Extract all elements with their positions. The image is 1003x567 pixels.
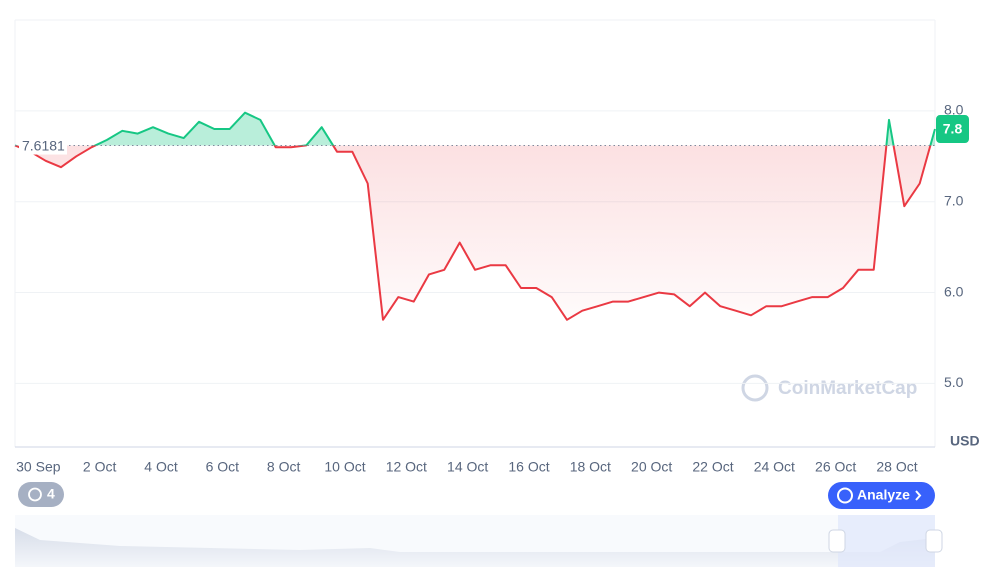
x-tick-label: 22 Oct xyxy=(692,459,733,475)
x-tick-label: 16 Oct xyxy=(508,459,549,475)
last-price-label: 7.8 xyxy=(943,121,963,137)
navigator-window[interactable] xyxy=(838,515,935,567)
x-tick-label: 14 Oct xyxy=(447,459,488,475)
baseline-label: 7.6181 xyxy=(22,137,65,153)
navigator-area xyxy=(15,528,935,567)
navigator-handle[interactable] xyxy=(925,529,943,553)
x-tick-label: 2 Oct xyxy=(83,459,117,475)
y-tick-label: 8.0 xyxy=(944,102,964,118)
history-count: 4 xyxy=(47,486,55,502)
y-tick-label: 7.0 xyxy=(944,192,964,208)
x-tick-label: 26 Oct xyxy=(815,459,856,475)
history-icon xyxy=(28,487,42,502)
analyze-label: Analyze xyxy=(857,487,910,503)
analyze-button[interactable] xyxy=(828,482,935,509)
baseline-label-bg xyxy=(19,136,67,155)
price-chart xyxy=(14,111,936,321)
y-tick-label: 5.0 xyxy=(944,374,964,390)
analyze-chevron xyxy=(915,490,922,501)
last-price-badge xyxy=(936,115,969,144)
x-tick-label: 28 Oct xyxy=(876,459,917,475)
watermark-logo xyxy=(741,374,769,402)
x-tick-label: 6 Oct xyxy=(206,459,240,475)
y-unit: USD xyxy=(950,433,980,449)
area-up xyxy=(15,112,935,146)
x-tick-label: 8 Oct xyxy=(267,459,301,475)
x-tick-label: 10 Oct xyxy=(324,459,365,475)
x-tick-label: 20 Oct xyxy=(631,459,672,475)
area-down xyxy=(15,145,931,320)
analyze-icon xyxy=(837,487,853,504)
x-tick-label: 30 Sep xyxy=(16,459,61,475)
navigator-handle[interactable] xyxy=(828,529,846,553)
x-tick-label: 24 Oct xyxy=(754,459,795,475)
x-tick-label: 4 Oct xyxy=(144,459,178,475)
x-tick-label: 18 Oct xyxy=(570,459,611,475)
watermark-text: CoinMarketCap xyxy=(778,378,917,399)
x-tick-label: 12 Oct xyxy=(386,459,427,475)
watermark: CoinMarketCap xyxy=(741,374,917,402)
price-line xyxy=(14,111,936,321)
y-tick-label: 6.0 xyxy=(944,283,964,299)
